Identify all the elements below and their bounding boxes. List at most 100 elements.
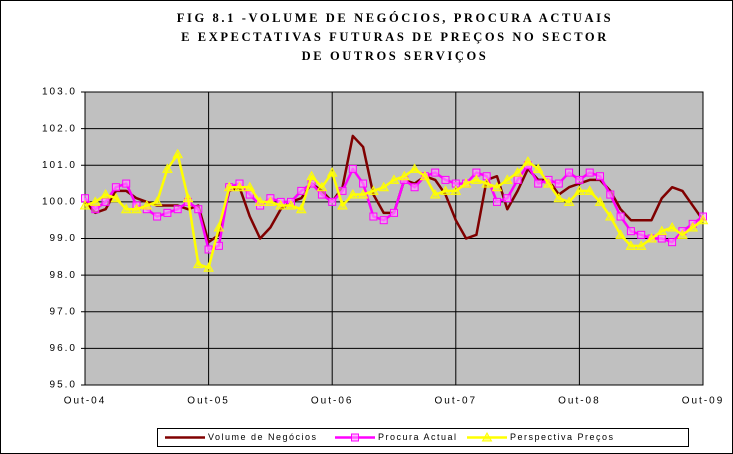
triangle-marker	[120, 203, 132, 214]
triangle-marker	[625, 240, 637, 250]
triangle-marker	[450, 185, 462, 195]
triangle-marker	[213, 221, 225, 232]
triangle-marker	[316, 181, 328, 192]
triangle-marker	[666, 221, 678, 232]
triangle-marker	[141, 200, 153, 210]
legend: Volume de Negócios Procura Actual Perspect…	[157, 428, 689, 447]
square-marker	[534, 179, 543, 188]
triangle-marker	[532, 163, 544, 173]
series-group	[79, 134, 709, 272]
y-tick-label: 102.0	[42, 123, 77, 134]
chart-title: FIG 8.1 -VOLUME DE NEGÓCIOS, PROCURA ACT…	[177, 11, 613, 25]
triangle-marker	[429, 189, 441, 199]
triangle-marker	[574, 185, 585, 195]
y-tick-label: 103.0	[42, 87, 77, 98]
triangle-marker	[275, 200, 287, 210]
square-marker	[493, 197, 501, 206]
triangle-marker	[398, 170, 410, 181]
triangle-marker	[522, 156, 534, 166]
x-tick-label: Out-08	[558, 396, 601, 407]
square-marker	[122, 179, 131, 188]
y-tick-label: 95.0	[50, 380, 77, 391]
square-marker	[596, 172, 604, 181]
square-marker	[431, 168, 440, 177]
square-marker	[554, 179, 563, 188]
triangle-marker	[79, 200, 91, 210]
legend-label: Perspectiva Preços	[510, 432, 615, 442]
triangle-marker	[347, 189, 359, 199]
y-tick-label: 101.0	[42, 160, 77, 171]
triangle-marker	[635, 240, 647, 250]
square-marker	[575, 175, 584, 184]
y-tick-label: 96.0	[50, 343, 77, 354]
x-tick-label: Out-04	[64, 396, 107, 407]
triangle-marker	[615, 229, 626, 239]
triangle-marker	[604, 211, 616, 221]
square-marker	[214, 241, 223, 250]
legend-box	[157, 428, 689, 447]
triangle-marker	[594, 196, 606, 206]
triangle-marker	[409, 163, 420, 173]
triangle-marker	[357, 189, 369, 199]
triangle-marker	[326, 167, 338, 177]
triangle-marker	[295, 203, 307, 214]
triangle-marker	[481, 178, 493, 188]
triangle-marker	[234, 181, 245, 192]
triangle-marker	[697, 214, 709, 225]
square-marker	[390, 208, 398, 217]
y-tick-label: 97.0	[50, 306, 77, 317]
triangle-marker	[543, 178, 554, 188]
x-tick-label: Out-05	[187, 396, 230, 407]
chart-title: DE OUTROS SERVIÇOS	[302, 49, 489, 63]
triangle-marker	[512, 167, 523, 177]
triangle-marker	[646, 232, 657, 243]
triangle-marker	[584, 185, 596, 195]
plot-area: 95.0 96.0 97.0 98.0 99.0 100.0 101.0 102.0 103.0…	[42, 87, 722, 407]
triangle-marker	[440, 185, 451, 195]
triangle-marker	[131, 203, 142, 214]
triangle-marker	[285, 200, 297, 210]
triangle-marker	[378, 181, 390, 192]
square-marker	[565, 168, 574, 177]
square-marker	[657, 234, 666, 243]
square-marker	[503, 194, 512, 203]
square-marker	[91, 205, 100, 214]
y-tick-label: 100.0	[42, 197, 77, 208]
triangle-marker	[677, 229, 688, 239]
triangle-marker	[110, 192, 122, 203]
triangle-marker	[481, 431, 493, 442]
triangle-marker	[501, 174, 513, 184]
y-tick-label: 98.0	[50, 270, 77, 281]
square-marker	[410, 183, 419, 192]
triangle-marker	[265, 196, 276, 206]
triangle-marker	[460, 178, 472, 188]
square-marker	[348, 164, 357, 173]
square-marker	[194, 205, 203, 214]
y-tick-label: 99.0	[50, 233, 77, 244]
square-marker	[173, 205, 182, 214]
triangle-marker	[89, 196, 101, 206]
square-marker	[637, 230, 646, 239]
triangle-marker	[100, 189, 111, 199]
triangle-marker	[368, 185, 379, 195]
square-marker	[101, 197, 110, 206]
triangle-marker	[151, 196, 163, 206]
square-marker	[351, 433, 359, 442]
triangle-marker	[553, 192, 565, 203]
square-marker	[153, 212, 162, 221]
triangle-marker	[203, 262, 214, 272]
triangle-marker	[162, 163, 173, 173]
square-marker	[317, 190, 326, 199]
square-marker	[585, 168, 594, 177]
triangle-marker	[687, 221, 699, 232]
square-marker	[111, 183, 120, 192]
triangle-marker	[563, 196, 575, 206]
triangle-marker	[254, 196, 266, 206]
triangle-marker	[419, 170, 431, 181]
triangle-marker	[182, 192, 194, 203]
triangle-marker	[172, 148, 184, 159]
square-marker	[616, 212, 625, 221]
square-marker	[606, 190, 615, 199]
triangle-marker	[192, 258, 204, 269]
